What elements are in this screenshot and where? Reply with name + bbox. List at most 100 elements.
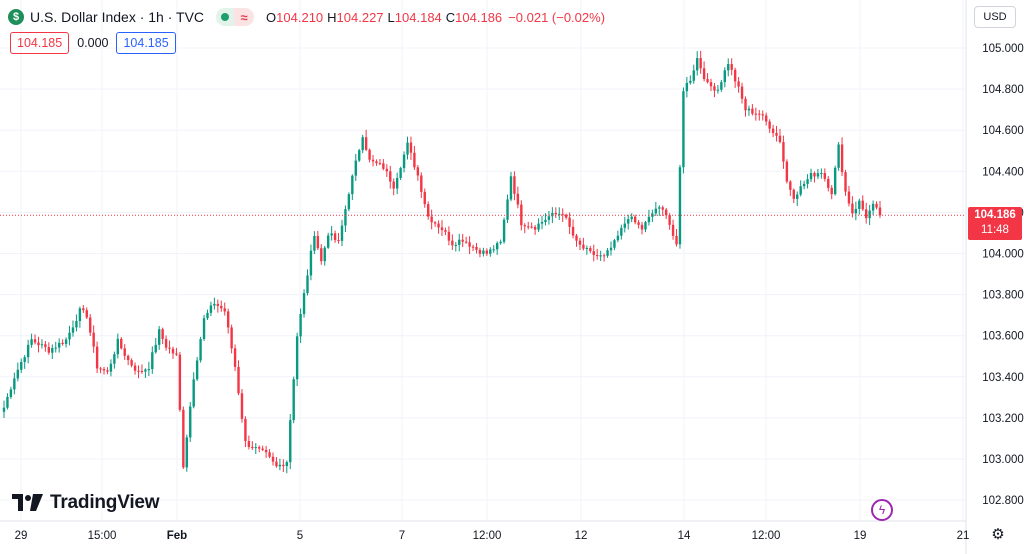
spread-value: 0.000 [77,36,109,50]
buy-price-button[interactable]: 104.185 [116,32,176,54]
candle-body [271,456,275,462]
candle-body [464,241,468,243]
candle-body [244,418,247,442]
candle-body [220,305,223,309]
candle-body [427,204,430,217]
candle-body [482,250,485,254]
candle-body [437,223,440,228]
last-price-value: 104.186 [974,209,1016,221]
high-label: H [327,9,337,25]
symbol-title[interactable]: U.S. Dollar Index · 1h · TVC [30,9,205,25]
candle-body [164,338,168,348]
candle-body [206,312,209,319]
candle-body [871,203,875,211]
candle-body [147,369,151,371]
candle-body [213,303,216,306]
candle-body [433,222,437,224]
candle-body [137,370,140,372]
candle-body [768,121,771,129]
candle-body [671,224,675,236]
candle-body [340,225,344,241]
gear-icon[interactable]: ⚙ [991,526,1005,543]
candle-body [382,163,385,169]
candle-body [837,144,840,168]
candle-body [89,317,92,333]
candle-series [2,50,882,474]
candle-body [630,216,633,220]
candle-body [399,168,402,178]
candle-body [313,235,316,251]
currency-button[interactable]: USD [974,6,1016,28]
candle-body [651,213,654,217]
candle-body [578,240,582,245]
candle-body [761,114,764,116]
candle-body [20,361,23,370]
lightning-icon[interactable]: ϟ [871,499,893,521]
candle-body [85,310,88,318]
candle-body [740,86,744,99]
candle-body [6,396,9,408]
candle-body [858,200,861,209]
candle-body [285,462,289,467]
candle-body [192,379,195,407]
candle-body [368,149,371,160]
time-tick-label: 19 [854,530,867,542]
candle-body [316,235,320,249]
candle-body [40,344,44,346]
candle-body [802,183,806,187]
candle-body [178,354,182,410]
candle-body [644,222,647,230]
candle-body [154,344,157,353]
candle-body [599,255,602,257]
time-tick-label: 12:00 [752,530,781,542]
wave-icon: ≈ [234,8,255,26]
candle-body [589,248,592,252]
time-tick-label: 29 [15,530,28,542]
candle-body [516,193,520,205]
candle-body [544,219,547,223]
tradingview-watermark[interactable]: TradingView [12,492,160,514]
candle-body [44,344,47,348]
candle-body [82,308,85,311]
candle-body [389,171,392,182]
price-tick-label: 104.600 [982,125,1024,137]
candle-body [385,168,389,172]
candle-body [168,347,171,349]
candle-body [413,152,416,168]
candle-body [616,235,620,241]
candle-body [878,207,882,216]
candle-body [247,441,251,447]
candle-body [854,208,858,214]
candle-body [744,98,747,111]
candle-body [299,314,302,337]
candle-body [347,194,351,210]
candle-body [371,159,375,162]
candle-body [751,108,754,114]
candle-body [330,233,333,236]
candle-body [120,338,123,349]
time-tick-label: 14 [678,530,691,542]
candle-body [185,437,188,468]
candle-body [747,108,751,111]
candle-body [292,379,295,421]
candle-body [809,172,813,180]
candle-body [606,250,609,256]
candle-body [189,406,192,438]
sell-price-button[interactable]: 104.185 [10,32,70,54]
candle-body [354,160,357,176]
candle-body [613,240,616,248]
candle-body [51,348,54,353]
watermark-text: TradingView [50,492,160,513]
time-tick-label: Feb [167,530,187,542]
candle-body [261,448,264,450]
candle-body [320,248,323,262]
candle-body [509,176,513,200]
market-status[interactable]: ≈ [216,8,255,26]
price-tick-label: 105.000 [982,43,1024,55]
candle-body [61,342,64,344]
candle-body [609,247,613,251]
candle-body [133,365,137,371]
bar-countdown: 11:48 [981,224,1009,236]
candle-body [99,368,102,370]
